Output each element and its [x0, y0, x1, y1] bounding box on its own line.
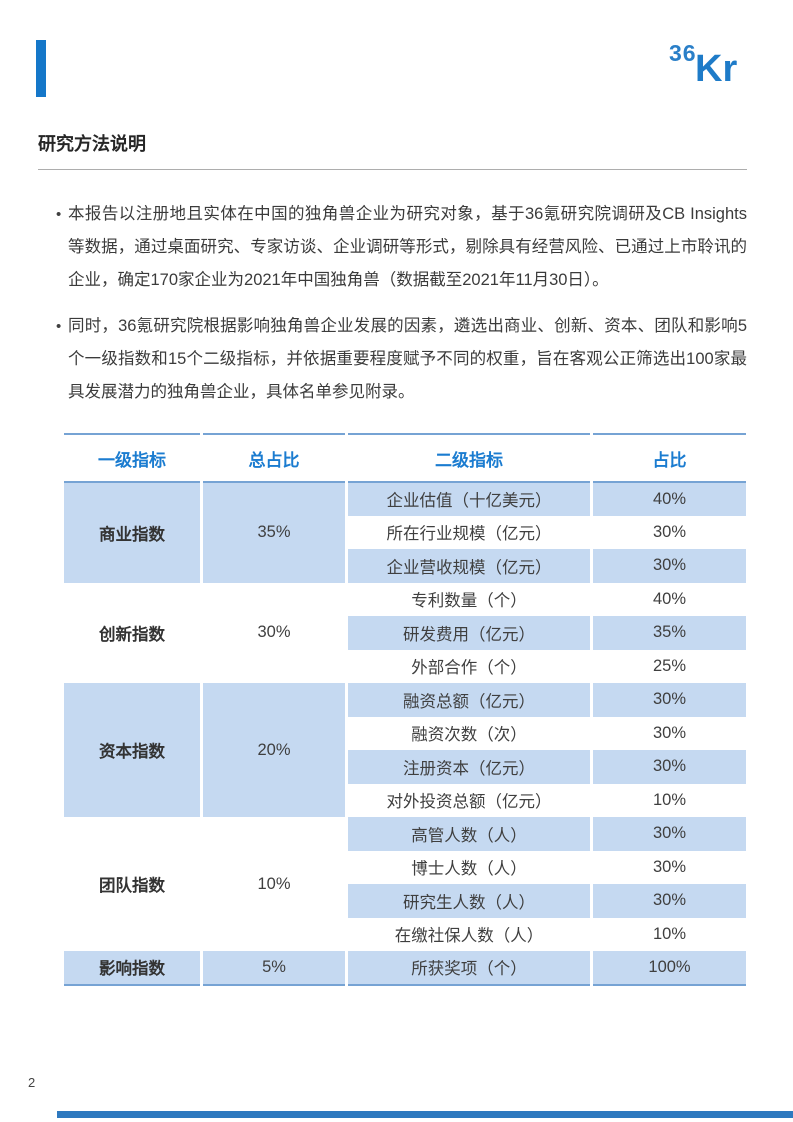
- logo-36-text: 36: [669, 40, 697, 66]
- table-header-row: 一级指标 总占比 二级指标 占比: [61, 434, 749, 482]
- table-row: 资本指数 20% 融资总额（亿元） 30%: [61, 683, 749, 817]
- secondary-index-share: 100%: [590, 951, 749, 985]
- secondary-index-share: 30%: [590, 750, 749, 784]
- table-row: 研发费用（亿元） 35%: [63, 616, 749, 650]
- primary-index-total: 35%: [200, 482, 348, 583]
- logo-kr-text: Kr: [695, 48, 738, 90]
- secondary-index-label: 对外投资总额（亿元）: [345, 783, 593, 817]
- secondary-index-share: 10%: [590, 917, 749, 951]
- bullet-text: 同时，36氪研究院根据影响独角兽企业发展的因素，遴选出商业、创新、资本、团队和影…: [68, 317, 747, 401]
- primary-index-name: 创新指数: [61, 582, 203, 683]
- secondary-index-label: 专利数量（个）: [345, 582, 593, 616]
- bullet-item: • 本报告以注册地且实体在中国的独角兽企业为研究对象，基于36氪研究院调研及CB…: [38, 198, 747, 297]
- secondary-index-label: 企业营收规模（亿元）: [345, 549, 593, 583]
- header-accent-bar: [36, 40, 46, 97]
- col-header-primary-index: 一级指标: [61, 434, 203, 482]
- bullet-marker: •: [56, 206, 62, 223]
- secondary-index-label: 注册资本（亿元）: [345, 750, 593, 784]
- primary-index-name: 资本指数: [61, 683, 203, 817]
- secondary-index-share: 25%: [590, 649, 749, 683]
- secondary-index-share: 30%: [590, 884, 749, 918]
- secondary-index-share: 30%: [590, 515, 749, 549]
- secondary-index-label: 在缴社保人数（人）: [345, 917, 593, 951]
- secondary-index-share: 40%: [590, 582, 749, 616]
- bullet-text: 本报告以注册地且实体在中国的独角兽企业为研究对象，基于36氪研究院调研及CB I…: [68, 205, 747, 289]
- 36kr-logo: 36 Kr: [667, 40, 759, 98]
- secondary-index-share: 30%: [590, 850, 749, 884]
- secondary-index-share: 10%: [590, 783, 749, 817]
- secondary-index-share: 30%: [590, 683, 749, 717]
- bullet-list: • 本报告以注册地且实体在中国的独角兽企业为研究对象，基于36氪研究院调研及CB…: [38, 198, 747, 409]
- table-row: 对外投资总额（亿元） 10%: [63, 783, 749, 817]
- secondary-index-label: 博士人数（人）: [345, 850, 593, 884]
- table-row: 所在行业规模（亿元） 30%: [63, 515, 749, 549]
- secondary-index-label: 研究生人数（人）: [345, 884, 593, 918]
- footer-accent-bar: [57, 1111, 793, 1118]
- secondary-index-label: 融资总额（亿元）: [345, 683, 593, 717]
- bullet-marker: •: [56, 318, 62, 335]
- table-row: 融资次数（次） 30%: [63, 716, 749, 750]
- table-row: 企业营收规模（亿元） 30%: [63, 549, 749, 583]
- secondary-index-share: 35%: [590, 616, 749, 650]
- secondary-index-label: 研发费用（亿元）: [345, 616, 593, 650]
- primary-index-name: 商业指数: [61, 482, 203, 583]
- table-row: 注册资本（亿元） 30%: [63, 750, 749, 784]
- secondary-index-label: 融资次数（次）: [345, 716, 593, 750]
- table-row: 创新指数 30% 专利数量（个） 40%: [61, 582, 749, 683]
- page-number: 2: [28, 1075, 36, 1090]
- primary-index-total: 20%: [200, 683, 348, 817]
- primary-index-total: 10%: [200, 817, 348, 951]
- secondary-index-share: 30%: [590, 817, 749, 851]
- table-row: 团队指数 10% 高管人数（人） 30%: [61, 817, 749, 951]
- secondary-index-share: 40%: [590, 482, 749, 516]
- primary-index-total: 5%: [200, 951, 348, 985]
- primary-index-name: 团队指数: [61, 817, 203, 951]
- table-row: 研究生人数（人） 30%: [63, 884, 749, 918]
- table-row: 在缴社保人数（人） 10%: [63, 917, 749, 951]
- table-row: 商业指数 35% 企业估值（十亿美元） 40%: [61, 482, 749, 583]
- bullet-item: • 同时，36氪研究院根据影响独角兽企业发展的因素，遴选出商业、创新、资本、团队…: [38, 310, 747, 409]
- secondary-index-share: 30%: [590, 716, 749, 750]
- secondary-index-label: 外部合作（个）: [345, 649, 593, 683]
- col-header-secondary-index: 二级指标: [345, 434, 593, 482]
- secondary-index-label: 企业估值（十亿美元）: [345, 482, 593, 516]
- section-title: 研究方法说明: [38, 130, 747, 170]
- table-row: 博士人数（人） 30%: [63, 850, 749, 884]
- secondary-index-label: 高管人数（人）: [345, 817, 593, 851]
- secondary-index-label: 所获奖项（个）: [345, 951, 593, 985]
- page-content: 研究方法说明 • 本报告以注册地且实体在中国的独角兽企业为研究对象，基于36氪研…: [38, 130, 749, 986]
- secondary-index-share: 30%: [590, 549, 749, 583]
- primary-index-name: 影响指数: [61, 951, 203, 985]
- primary-index-total: 30%: [200, 582, 348, 683]
- table-row: 外部合作（个） 25%: [63, 649, 749, 683]
- secondary-index-label: 所在行业规模（亿元）: [345, 515, 593, 549]
- methodology-table: 一级指标 总占比 二级指标 占比 商业指数 35% 企业估值（十亿美元） 40%…: [61, 433, 749, 986]
- table-row: 影响指数 5% 所获奖项（个） 100%: [61, 951, 749, 985]
- col-header-total-share: 总占比: [200, 434, 348, 482]
- col-header-share: 占比: [590, 434, 749, 482]
